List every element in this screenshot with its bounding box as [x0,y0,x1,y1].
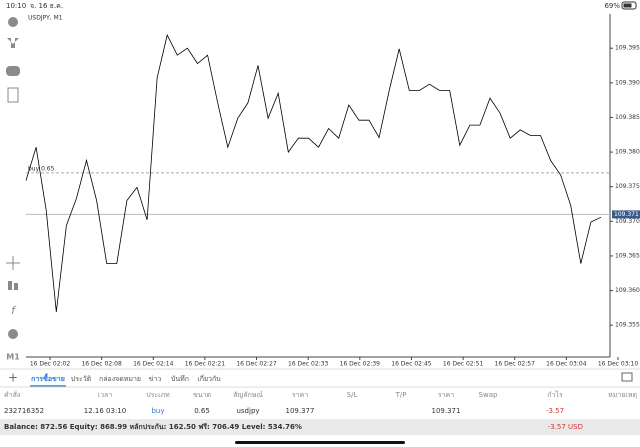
column-header: ราคา [438,391,454,399]
tab[interactable]: ข่าว [149,375,162,383]
y-tick-label: 109.365 [615,252,640,259]
chart: 109.355 109.360 109.365 109.370 109.375 109.3… [25,33,640,368]
order-label: buy 0.65 [28,165,55,172]
add-button[interactable]: + [8,371,18,385]
y-tick-label: 109.380 [615,149,640,156]
x-tick-label: 16 Dec 02:33 [288,361,329,368]
y-tick-label: 109.360 [615,287,640,294]
column-header: หมายเหตุ [608,391,637,399]
x-tick-label: 16 Dec 02:57 [495,361,536,368]
y-tick-label: 109.355 [615,322,640,329]
account-icon[interactable] [8,17,18,27]
home-indicator [235,441,405,444]
candles-icon[interactable] [8,281,12,290]
y-tick-label: 109.370 [615,218,640,225]
chart-title: USDJPY, M1 [28,15,63,22]
cell-symbol: usdjpy [236,407,259,415]
tab[interactable]: เกี่ยวกับ [197,374,220,383]
cell-volume: 0.65 [194,407,210,415]
x-tick-label: 16 Dec 02:08 [81,361,122,368]
footer-bar [0,419,640,435]
x-tick-label: 16 Dec 02:02 [30,361,71,368]
y-tick-label: 109.375 [615,183,640,190]
x-tick-label: 16 Dec 02:14 [133,361,174,368]
account-summary: Balance: 872.56 Equity: 868.99 หลักประกั… [4,423,302,431]
x-tick-label: 16 Dec 02:27 [236,361,277,368]
orders-table: คำสั่ง เวลา ประเภท ขนาด สัญลักษณ์ ราคา S/L T/P ร… [4,390,637,415]
y-tick-label: 109.390 [615,79,640,86]
y-tick-label: 109.385 [615,114,640,121]
cell-profit: -3.57 [546,407,564,415]
column-header: ขนาด [193,391,211,399]
objects-icon[interactable] [8,329,18,339]
price-box [612,210,640,219]
y-tick-label: 109.395 [615,45,640,52]
column-header: S/L [347,391,358,399]
column-header: เวลา [98,391,113,399]
cell-price: 109.377 [286,407,315,415]
candles-icon-part [14,283,18,290]
cell-time: 12.16 03:10 [84,407,126,415]
tabs: การซื้อขาย ประวัติ กล่องจดหมาย ข่าว บันทึก เก… [30,372,221,387]
x-tick-label: 16 Dec 03:10 [598,361,639,368]
total-profit: -3.57 USD [548,423,583,431]
cell-order: 232716352 [4,407,44,415]
clock: 10:10 [6,2,26,10]
cell-current-price: 109.371 [432,407,461,415]
column-header: ราคา [292,391,308,399]
column-header: สัญลักษณ์ [233,391,263,399]
trade-icon[interactable] [7,38,19,48]
price-line-series [25,33,602,313]
column-header: Swap [479,391,498,399]
battery-fill [623,3,632,8]
x-tick-label: 16 Dec 02:39 [340,361,381,368]
x-tick-label: 16 Dec 02:51 [443,361,484,368]
news-icon[interactable] [7,87,19,103]
column-header: T/P [395,391,407,399]
tab[interactable]: ประวัติ [71,375,92,383]
tab[interactable]: กล่องจดหมาย [99,375,141,383]
crosshair-icon[interactable] [6,256,20,270]
column-header: กำไร [547,390,563,399]
date: จ. 16 ธ.ค. [30,2,63,10]
battery-icon [621,1,637,10]
cell-type: buy [151,407,164,415]
x-tick-label: 16 Dec 02:21 [185,361,226,368]
column-header: ประเภท [146,391,170,399]
column-header: คำสั่ง [4,390,20,399]
chat-icon[interactable] [6,66,20,76]
x-tick-label: 16 Dec 02:45 [391,361,432,368]
layout-button[interactable] [621,372,633,382]
price-label: 109.371 [614,211,639,218]
tab[interactable]: การซื้อขาย [31,372,65,383]
indicator-icon[interactable]: f [11,304,17,317]
tab[interactable]: บันทึก [171,374,189,383]
battery-level: 69% [604,2,620,10]
toolbar: f [6,17,20,339]
x-tick-label: 16 Dec 03:04 [546,361,587,368]
timeframe-button[interactable]: M1 [6,353,20,362]
